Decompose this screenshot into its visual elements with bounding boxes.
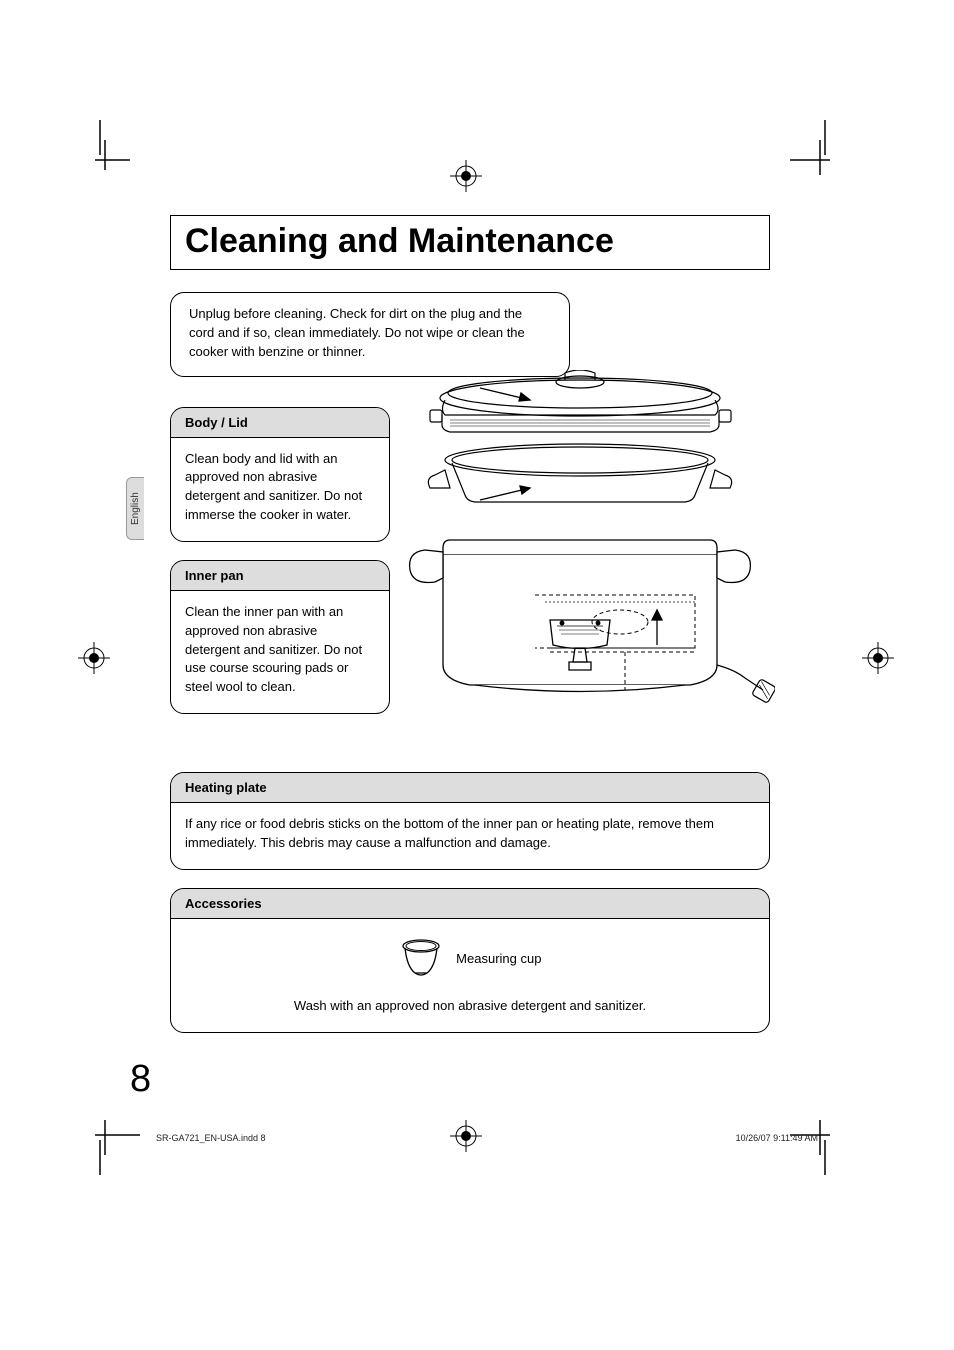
- registration-mark-right: [860, 640, 896, 676]
- measuring-cup-icon: [399, 937, 443, 983]
- accessory-note: Wash with an approved non abrasive deter…: [185, 997, 755, 1016]
- section-text: Clean the inner pan with an approved non…: [171, 591, 389, 713]
- title-box: Cleaning and Maintenance: [170, 215, 770, 270]
- section-accessories: Accessories Measuring cup Wash with an a…: [170, 888, 770, 1033]
- registration-mark-top: [448, 158, 484, 194]
- footer-timestamp: 10/26/07 9:11:49 AM: [736, 1133, 818, 1143]
- section-header: Heating plate: [171, 773, 769, 803]
- section-heating-plate: Heating plate If any rice or food debris…: [170, 772, 770, 870]
- registration-mark-bottom: [448, 1118, 484, 1154]
- section-header: Inner pan: [171, 561, 389, 591]
- section-body: Measuring cup Wash with an approved non …: [171, 919, 769, 1032]
- section-body-lid: Body / Lid Clean body and lid with an ap…: [170, 407, 390, 542]
- page-title: Cleaning and Maintenance: [185, 222, 755, 261]
- crop-mark-tl: [70, 120, 130, 180]
- crop-mark-bl: [70, 1105, 140, 1175]
- section-inner-pan: Inner pan Clean the inner pan with an ap…: [170, 560, 390, 714]
- crop-mark-tr: [790, 120, 860, 180]
- section-text: Clean body and lid with an approved non …: [171, 438, 389, 541]
- intro-note: Unplug before cleaning. Check for dirt o…: [170, 292, 570, 377]
- registration-mark-left: [76, 640, 112, 676]
- cooker-diagram: [395, 370, 775, 720]
- page-number: 8: [130, 1058, 151, 1101]
- accessory-label: Measuring cup: [456, 950, 541, 969]
- language-tab: English: [126, 477, 144, 540]
- section-header: Accessories: [171, 889, 769, 919]
- section-header: Body / Lid: [171, 408, 389, 438]
- footer-filename: SR-GA721_EN-USA.indd 8: [156, 1133, 266, 1143]
- section-text: If any rice or food debris sticks on the…: [171, 803, 769, 869]
